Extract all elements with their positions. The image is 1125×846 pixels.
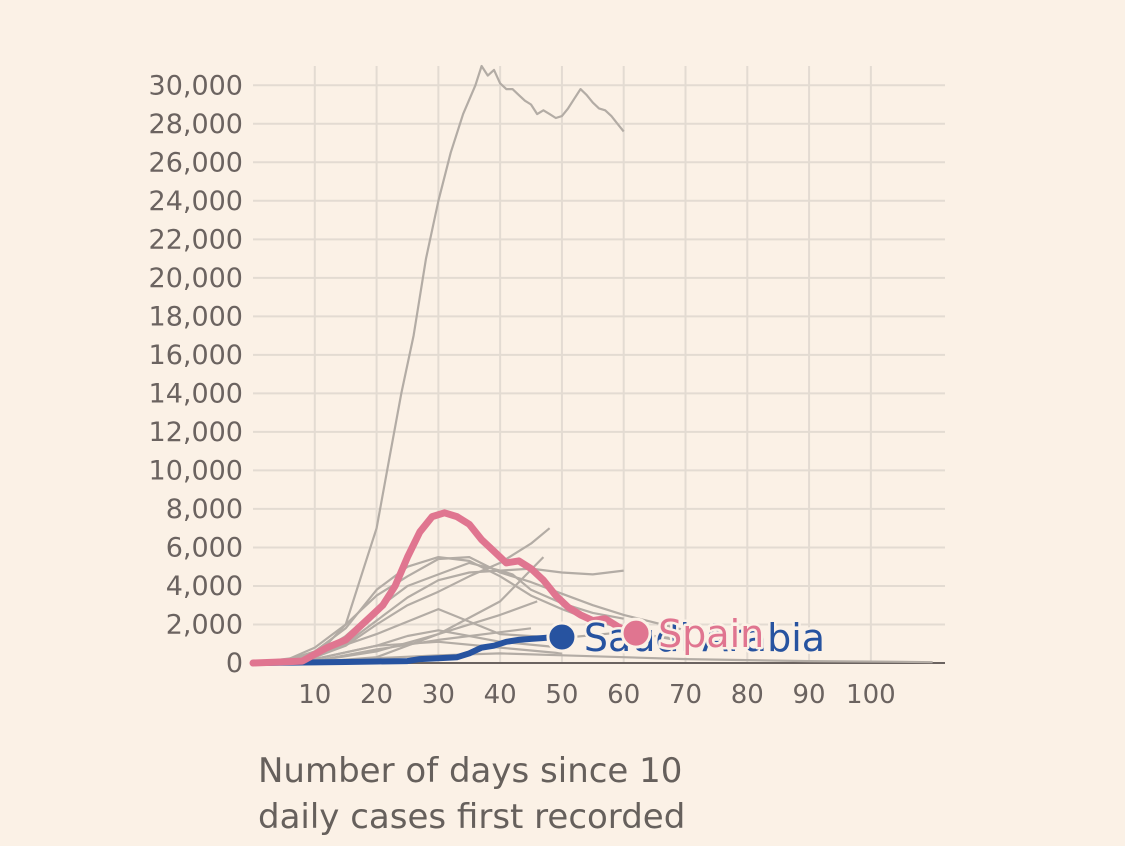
x-tick-label: 60 [607, 680, 640, 710]
y-tick-label: 22,000 [149, 224, 243, 255]
y-tick-label: 28,000 [149, 109, 243, 140]
x-tick-label: 20 [360, 680, 393, 710]
y-tick-label: 10,000 [149, 455, 243, 486]
series-line-united-states [252, 64, 625, 665]
y-tick-label: 4,000 [166, 571, 243, 602]
y-tick-label: 16,000 [149, 340, 243, 371]
x-axis-label: Number of days since 10 daily cases firs… [258, 748, 858, 840]
y-tick-label: 12,000 [149, 417, 243, 448]
y-tick-label: 2,000 [166, 609, 243, 640]
y-tick-label: 0 [226, 648, 243, 679]
y-tick-label: 14,000 [149, 378, 243, 409]
series-label-spain: Spain [658, 612, 764, 656]
series-end-marker-saudi-arabia [546, 621, 578, 653]
x-tick-label: 30 [422, 680, 455, 710]
series-line-saudi-arabia [250, 634, 565, 666]
x-axis-label-line-1: Number of days since 10 [258, 751, 683, 791]
y-tick-label: 26,000 [149, 147, 243, 178]
y-tick-label: 8,000 [166, 494, 243, 525]
x-tick-label: 80 [731, 680, 764, 710]
y-tick-label: 6,000 [166, 532, 243, 563]
series-line-italy [252, 556, 686, 665]
highlight-series-group [249, 509, 640, 667]
x-tick-label: 90 [793, 680, 826, 710]
x-tick-label: 40 [484, 680, 517, 710]
other-series-group [252, 64, 933, 665]
x-axis-label-line-2: daily cases first recorded [258, 797, 686, 837]
x-tick-label: 10 [298, 680, 331, 710]
y-tick-label: 30,000 [149, 70, 243, 101]
y-axis: 0 2,000 4,000 6,000 8,000 10,000 12,000 14,000 1… [149, 70, 243, 679]
series-line-spain [249, 509, 640, 667]
y-tick-label: 18,000 [149, 301, 243, 332]
grid [253, 66, 945, 664]
x-tick-label: 100 [846, 680, 896, 710]
y-tick-label: 20,000 [149, 263, 243, 294]
series-end-marker-spain [620, 617, 652, 649]
x-axis: 10 20 30 40 50 60 70 80 90 100 [298, 680, 895, 710]
x-tick-label: 50 [545, 680, 578, 710]
y-tick-label: 24,000 [149, 186, 243, 217]
x-tick-label: 70 [669, 680, 702, 710]
